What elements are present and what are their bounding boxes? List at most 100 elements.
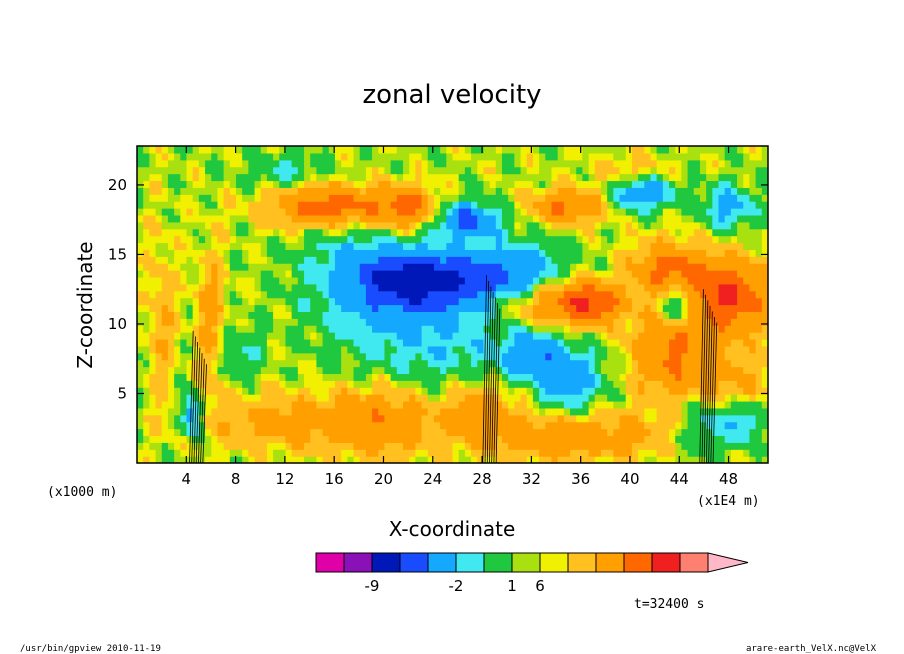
field-cell <box>501 297 509 306</box>
field-cell <box>328 435 336 443</box>
field-cell <box>495 152 503 161</box>
field-cell <box>570 235 577 244</box>
field-cell <box>582 387 590 395</box>
field-cell <box>143 407 150 416</box>
field-cell <box>211 449 219 457</box>
field-cell <box>211 256 219 264</box>
field-cell <box>452 283 460 292</box>
field-cell <box>570 159 577 168</box>
field-cell <box>229 290 237 299</box>
field-cell <box>669 276 676 285</box>
field-cell <box>285 435 293 443</box>
field-cell <box>167 228 175 237</box>
field-cell <box>192 407 200 416</box>
field-cell <box>662 270 670 278</box>
field-cell <box>353 332 361 340</box>
field-cell <box>403 332 410 340</box>
field-cell <box>551 276 559 285</box>
field-cell <box>341 256 348 264</box>
field-cell <box>155 311 163 319</box>
field-cell <box>594 414 602 423</box>
field-cell <box>662 311 670 319</box>
field-cell <box>477 256 485 264</box>
field-cell <box>724 263 732 271</box>
field-cell <box>656 290 664 299</box>
field-cell <box>638 152 645 161</box>
field-cell <box>699 263 707 271</box>
field-cell <box>607 173 614 182</box>
field-cell <box>254 152 262 161</box>
field-cell <box>730 194 738 202</box>
field-cell <box>403 152 410 161</box>
field-cell <box>396 249 404 257</box>
field-cell <box>143 159 150 168</box>
field-cell <box>514 400 522 409</box>
field-cell <box>749 249 757 257</box>
field-cell <box>427 407 435 416</box>
field-cell <box>570 318 577 326</box>
field-cell <box>378 201 386 209</box>
field-cell <box>718 276 726 285</box>
field-cell <box>650 214 658 223</box>
field-cell <box>155 345 163 354</box>
field-cell <box>570 304 577 312</box>
field-cell <box>749 318 757 326</box>
field-cell <box>167 387 175 395</box>
field-cell <box>174 332 181 340</box>
field-cell <box>174 256 181 264</box>
field-cell <box>464 387 472 395</box>
field-cell <box>452 166 460 175</box>
field-cell <box>235 208 243 216</box>
field-cell <box>495 414 503 423</box>
field-cell <box>242 283 249 292</box>
field-cell <box>433 242 441 250</box>
field-cell <box>687 208 695 216</box>
field-cell <box>712 332 720 340</box>
field-cell <box>341 421 348 430</box>
field-cell <box>409 394 416 402</box>
field-cell <box>223 414 231 423</box>
field-cell <box>749 173 757 182</box>
field-cell <box>743 166 751 175</box>
field-cell <box>273 345 280 354</box>
field-cell <box>600 318 608 326</box>
field-cell <box>328 366 336 375</box>
field-cell <box>761 290 768 299</box>
field-cell <box>297 387 305 395</box>
field-cell <box>365 325 373 333</box>
field-cell <box>625 304 633 312</box>
field-cell <box>508 387 515 395</box>
field-cell <box>749 166 757 175</box>
field-cell <box>427 208 435 216</box>
field-cell <box>266 242 274 250</box>
field-cell <box>693 208 701 216</box>
field-cell <box>415 208 423 216</box>
field-cell <box>409 407 416 416</box>
field-cell <box>353 442 361 450</box>
field-cell <box>508 194 515 202</box>
field-cell <box>409 180 416 188</box>
field-cell <box>365 290 373 299</box>
field-cell <box>161 276 169 285</box>
field-cell <box>248 311 256 319</box>
field-cell <box>223 194 231 202</box>
field-cell <box>718 201 726 209</box>
field-cell <box>483 187 491 195</box>
field-cell <box>192 276 200 285</box>
field-cell <box>693 221 701 230</box>
field-cell <box>631 208 639 216</box>
field-cell <box>483 297 491 306</box>
field-cell <box>539 173 546 182</box>
field-cell <box>718 249 726 257</box>
field-cell <box>297 373 305 381</box>
field-cell <box>563 263 571 271</box>
field-cell <box>235 159 243 168</box>
field-cell <box>192 180 200 188</box>
field-cell <box>260 400 268 409</box>
field-cell <box>378 373 386 381</box>
field-cell <box>755 359 763 368</box>
field-cell <box>520 407 528 416</box>
field-cell <box>328 173 336 182</box>
field-cell <box>588 201 596 209</box>
field-cell <box>174 270 181 278</box>
